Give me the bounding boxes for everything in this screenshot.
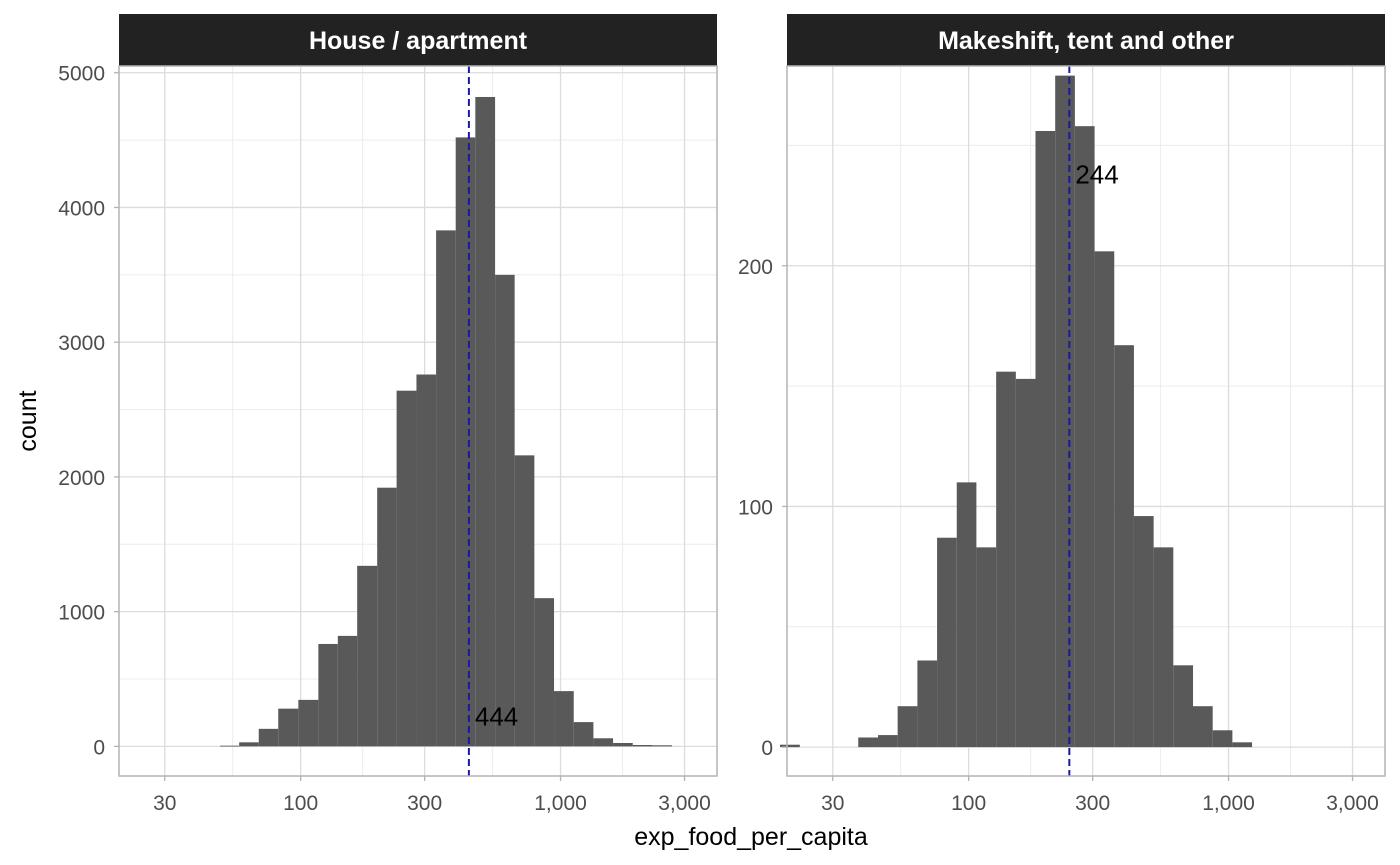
histogram-bar	[258, 728, 279, 747]
histogram-bar	[1074, 126, 1095, 748]
histogram-bar	[239, 742, 259, 747]
panel-house-apartment: House / apartment 444 0 1000 2000 3000 4000 500…	[58, 14, 718, 815]
median-label: 244	[1075, 159, 1118, 189]
histogram-bar	[780, 744, 800, 748]
histogram-bar	[318, 643, 338, 747]
histogram-bar	[1055, 75, 1075, 748]
histogram-bar	[1232, 742, 1253, 748]
histogram-bar	[858, 737, 879, 748]
histogram-bar	[495, 274, 515, 747]
histogram-bar	[416, 374, 437, 747]
histogram-bar	[396, 390, 417, 747]
histogram-bar	[377, 487, 397, 747]
histogram-bar	[337, 635, 358, 747]
histogram-bar	[455, 137, 476, 747]
y-tick-label: 200	[738, 256, 773, 279]
x-axis-title: exp_food_per_capita	[634, 823, 868, 851]
y-axis-title: count	[14, 390, 42, 451]
histogram-bar	[937, 537, 957, 748]
histogram-bar	[1114, 345, 1134, 748]
y-tick-label: 0	[761, 737, 773, 760]
facet-strip	[119, 14, 717, 66]
histogram-bar	[436, 230, 456, 747]
histogram-bar	[514, 455, 535, 747]
histogram-bar	[573, 722, 594, 747]
histogram-bar	[917, 660, 938, 748]
histogram-bar	[278, 708, 299, 747]
histogram-bar	[976, 547, 997, 748]
histogram-bar	[1094, 251, 1115, 748]
y-tick-label: 3000	[58, 332, 105, 355]
facet-strip	[787, 14, 1385, 66]
histogram-bar	[357, 565, 378, 747]
y-tick-label: 1000	[58, 602, 105, 625]
panel-border	[118, 65, 718, 777]
x-tick-label: 3,000	[658, 792, 711, 815]
histogram-bar	[632, 745, 653, 747]
x-tick-label: 300	[1075, 792, 1110, 815]
histogram-bar	[534, 598, 555, 747]
y-tick-label: 5000	[58, 63, 105, 86]
histogram-bar	[652, 745, 673, 747]
histogram-bar	[613, 742, 633, 747]
histogram-bar	[956, 482, 977, 748]
histogram-bar	[1153, 547, 1174, 748]
y-tick-label: 100	[738, 496, 773, 519]
histogram-bar	[220, 745, 240, 747]
histogram-bar	[554, 691, 574, 747]
histogram-bar	[475, 96, 496, 747]
median-label: 444	[475, 702, 518, 732]
x-tick-label: 1,000	[534, 792, 587, 815]
y-tick-label: 0	[93, 736, 105, 759]
histogram-bar	[897, 706, 918, 748]
x-tick-label: 1,000	[1202, 792, 1255, 815]
histogram-bar	[1212, 730, 1233, 748]
y-tick-label: 4000	[58, 197, 105, 220]
histogram-bar	[593, 738, 614, 747]
panel-makeshift-tent-other: Makeshift, tent and other 244 0 100 200 30 100…	[738, 14, 1386, 815]
x-tick-label: 30	[821, 792, 844, 815]
x-tick-label: 30	[153, 792, 176, 815]
histogram-bar	[1015, 378, 1036, 748]
histogram-bar	[1133, 516, 1154, 748]
x-tick-label: 300	[407, 792, 442, 815]
facet-title: House / apartment	[309, 27, 528, 55]
x-tick-label: 3,000	[1326, 792, 1379, 815]
panel-border	[786, 65, 1386, 777]
x-tick-label: 100	[283, 792, 318, 815]
histogram-bar	[1193, 706, 1213, 748]
x-tick-label: 100	[951, 792, 986, 815]
facet-title: Makeshift, tent and other	[938, 27, 1234, 55]
histogram-bar	[878, 735, 898, 748]
histogram-bar	[996, 371, 1016, 748]
histogram-bar	[1035, 130, 1056, 748]
histogram-bar	[1173, 665, 1194, 748]
histogram-bar	[298, 699, 319, 747]
y-tick-label: 2000	[58, 467, 105, 490]
